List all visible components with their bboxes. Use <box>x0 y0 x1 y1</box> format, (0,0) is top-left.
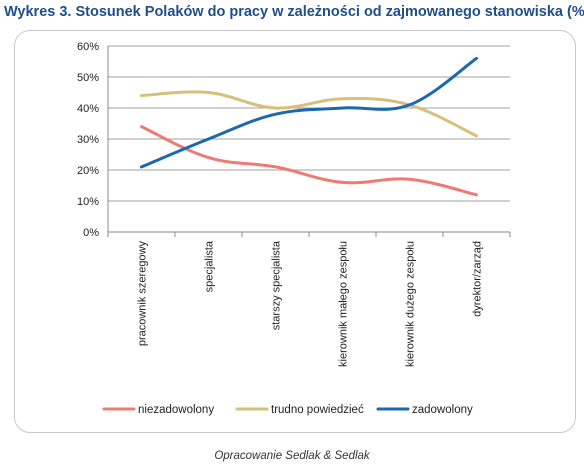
series-line <box>140 56 478 169</box>
y-tick-label: 30% <box>77 134 99 146</box>
y-tick-label: 60% <box>77 41 99 53</box>
x-tick-label: starszy specjalista <box>271 240 283 330</box>
source-note: Opracowanie Sedlak & Sedlak <box>214 450 370 462</box>
legend-label: trudno powiedzieć <box>271 404 364 416</box>
x-tick-label: dyrektor/zarząd <box>472 241 484 317</box>
y-tick-label: 20% <box>77 165 99 177</box>
y-tick-label: 40% <box>77 103 99 115</box>
x-tick-label: kierownik dużego zespołu <box>405 241 417 367</box>
series-line <box>140 90 478 138</box>
legend-label: niezadowolony <box>138 404 214 416</box>
x-tick-label: kierownik małego zespołu <box>338 241 350 367</box>
chart-title: Wykres 3. Stosunek Polaków do pracy w za… <box>4 4 584 20</box>
y-tick-label: 10% <box>77 196 99 208</box>
chart-frame <box>14 30 576 433</box>
y-tick-label: 50% <box>77 72 99 84</box>
series-line <box>140 125 478 197</box>
legend-label: zadowolony <box>412 404 473 416</box>
x-tick-label: specjalista <box>204 240 216 292</box>
x-tick-label: pracownik szeregowy <box>137 241 149 347</box>
y-tick-label: 0% <box>83 227 99 239</box>
